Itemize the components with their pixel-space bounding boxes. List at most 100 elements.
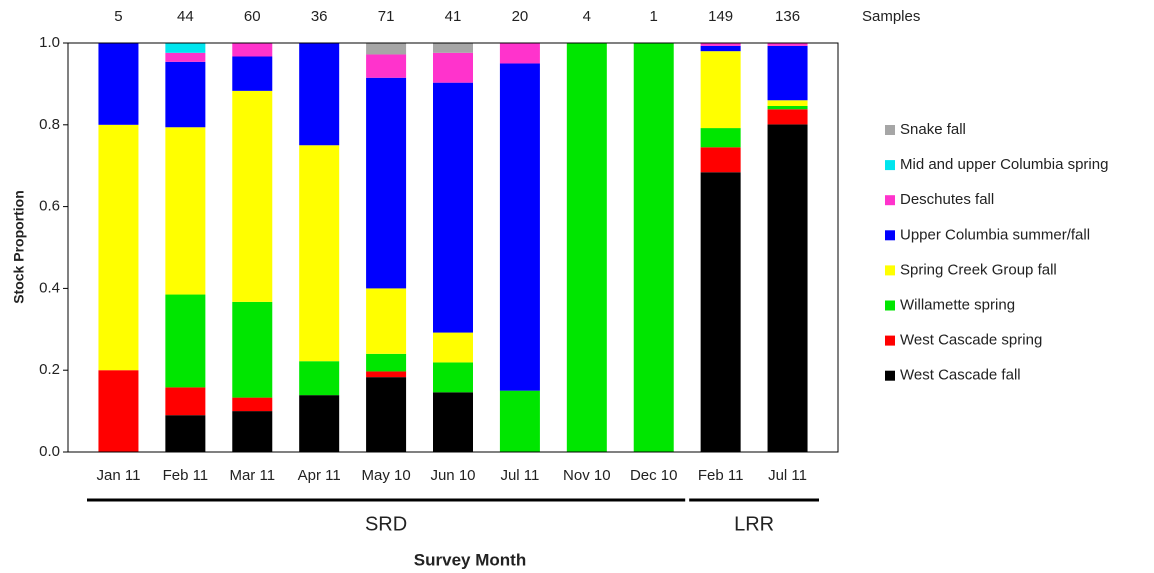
legend-swatch — [885, 265, 895, 276]
bar-segment — [165, 294, 206, 388]
sample-count: 71 — [378, 8, 395, 25]
bar-segment — [499, 43, 540, 64]
y-tick-label: 1.0 — [39, 34, 60, 51]
bar-segment — [299, 395, 340, 452]
legend-label: Spring Creek Group fall — [900, 261, 1057, 278]
bar-segment — [700, 172, 741, 452]
y-tick-label: 0.8 — [39, 116, 60, 133]
sample-count: 36 — [311, 8, 328, 25]
x-tick-label: Jul 11 — [768, 467, 807, 484]
x-tick-label: Nov 10 — [563, 467, 611, 484]
bar-segment — [165, 415, 206, 452]
bar-segment — [366, 288, 407, 354]
bar-segment — [165, 387, 206, 416]
bar-segment — [232, 56, 273, 91]
bar-segment — [433, 362, 473, 393]
y-tick-label: 0.2 — [39, 361, 60, 378]
bar-segment — [299, 43, 340, 146]
y-tick-label: 0.4 — [39, 279, 60, 296]
bar-segment — [433, 392, 473, 452]
bar-segment — [499, 63, 540, 391]
bar-segment — [165, 61, 206, 128]
legend-label: Mid and upper Columbia spring — [900, 156, 1108, 173]
plot-frame — [67, 42, 839, 453]
legend-swatch — [885, 335, 895, 346]
sample-count: 5 — [114, 8, 122, 25]
bar-segment — [700, 147, 741, 173]
sample-count: 4 — [583, 8, 591, 25]
x-tick-label: Mar 11 — [229, 467, 275, 484]
bar-segment — [366, 377, 407, 452]
bar-segment — [433, 43, 473, 53]
legend-label: Upper Columbia summer/fall — [900, 226, 1090, 243]
x-tick-label: May 10 — [361, 467, 410, 484]
sample-count: 1 — [650, 8, 658, 25]
legend-label: Willamette spring — [900, 296, 1015, 313]
legend-label: West Cascade spring — [900, 332, 1042, 349]
bar-segment — [633, 43, 674, 452]
legend-swatch — [885, 230, 895, 241]
legend-swatch — [885, 195, 895, 206]
bar-segment — [299, 145, 340, 362]
bar-segment — [566, 43, 607, 452]
legend-swatch — [885, 370, 895, 381]
x-tick-label: Jun 10 — [430, 467, 475, 484]
bar-segment — [299, 361, 340, 396]
bar-segment — [767, 100, 808, 106]
bar-segment — [232, 411, 273, 452]
legend-label: Deschutes fall — [900, 191, 994, 208]
bar-segment — [499, 390, 540, 452]
bar-segment — [767, 109, 808, 125]
bar-segment — [232, 90, 273, 302]
y-tick-label: 0.6 — [39, 198, 60, 215]
x-tick-label: Jan 11 — [96, 467, 140, 484]
bar-segment — [232, 43, 273, 57]
y-tick-label: 0.0 — [39, 443, 60, 460]
bar-segment — [433, 52, 473, 83]
bar-segment — [98, 43, 139, 125]
legend-label: Snake fall — [900, 121, 966, 138]
bar-segment — [767, 124, 808, 453]
samples-label: Samples — [862, 8, 920, 25]
x-axis-title: Survey Month — [414, 550, 526, 569]
legend-swatch — [885, 160, 895, 171]
x-tick-label: Jul 11 — [500, 467, 539, 484]
bar-segment — [700, 128, 741, 148]
sample-count: 41 — [445, 8, 462, 25]
bar-segment — [767, 105, 808, 110]
sample-count: 20 — [512, 8, 529, 25]
sample-count: 44 — [177, 8, 194, 25]
bar-segment — [433, 82, 473, 333]
bar-segment — [700, 43, 741, 46]
bar-segment — [165, 43, 206, 53]
bar-segment — [433, 332, 473, 363]
bar-segment — [366, 353, 407, 372]
legend-label: West Cascade fall — [900, 367, 1021, 384]
bar-segment — [366, 77, 407, 289]
x-tick-label: Feb 11 — [698, 467, 744, 484]
bar-segment — [232, 301, 273, 398]
bar-segment — [98, 124, 139, 371]
group-label: SRD — [365, 513, 407, 535]
bar-segment — [767, 43, 808, 46]
x-tick-label: Dec 10 — [630, 467, 678, 484]
bar-segment — [767, 45, 808, 101]
bar-segment — [366, 371, 407, 378]
x-tick-label: Apr 11 — [298, 467, 341, 484]
legend-swatch — [885, 300, 895, 311]
legend-swatch — [885, 125, 895, 135]
group-label: LRR — [734, 513, 774, 535]
bar-segment — [165, 127, 206, 295]
bar-segment — [366, 54, 407, 78]
sample-count: 149 — [708, 8, 733, 25]
y-axis-title: Stock Proportion — [11, 190, 27, 304]
bar-segment — [98, 370, 139, 452]
bar-segment — [366, 43, 407, 55]
sample-count: 60 — [244, 8, 261, 25]
bar-segment — [700, 51, 741, 129]
x-tick-label: Feb 11 — [163, 467, 209, 484]
sample-count: 136 — [775, 8, 800, 25]
bar-segment — [700, 45, 741, 52]
bar-segment — [232, 397, 273, 412]
